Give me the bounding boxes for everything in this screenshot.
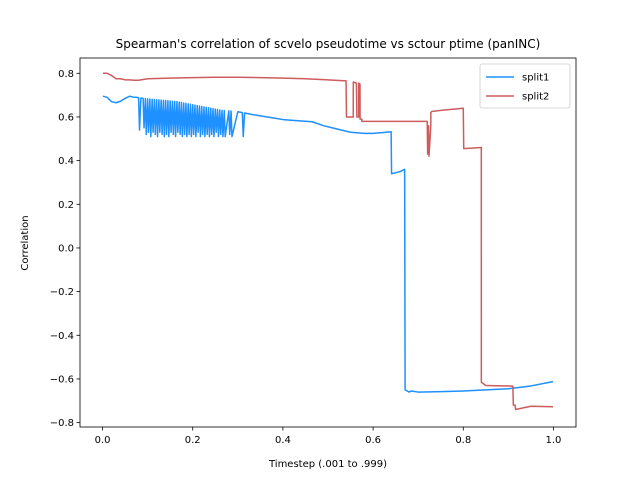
chart-title: Spearman's correlation of scvelo pseudot… <box>116 37 541 51</box>
y-tick-label: 0.4 <box>58 156 74 167</box>
y-axis-label: Correlation <box>20 215 31 270</box>
legend: split1 split2 <box>479 63 571 109</box>
y-tick-label: −0.4 <box>50 331 74 342</box>
y-tick-label: 0.2 <box>58 200 74 211</box>
y-tick-label: 0.8 <box>58 69 74 80</box>
legend-label-split2: split2 <box>522 92 549 103</box>
series-line-split1 <box>102 95 554 393</box>
x-tick-label: 0.4 <box>275 435 291 446</box>
legend-box <box>479 63 571 109</box>
x-tick-label: 0.6 <box>365 435 381 446</box>
x-tick-label: 1.0 <box>546 435 562 446</box>
y-axis: −0.8 −0.6 −0.4 −0.2 0.0 0.2 0.4 0.6 0.8 <box>50 69 80 429</box>
axes-frame <box>79 57 577 428</box>
x-tick-label: 0.2 <box>185 435 201 446</box>
legend-label-split1: split1 <box>522 73 549 84</box>
plot-area <box>102 72 554 411</box>
x-axis: 0.0 0.2 0.4 0.6 0.8 1.0 <box>95 427 562 446</box>
x-tick-label: 0.0 <box>95 435 111 446</box>
x-axis-label: Timestep (.001 to .999) <box>268 459 387 470</box>
y-tick-label: −0.8 <box>50 418 74 429</box>
y-tick-label: −0.2 <box>50 287 74 298</box>
y-tick-label: 0.6 <box>58 112 74 123</box>
series-line-split2 <box>103 72 554 411</box>
y-tick-label: −0.6 <box>50 374 74 385</box>
x-tick-label: 0.8 <box>455 435 471 446</box>
y-tick-label: 0.0 <box>58 243 74 254</box>
